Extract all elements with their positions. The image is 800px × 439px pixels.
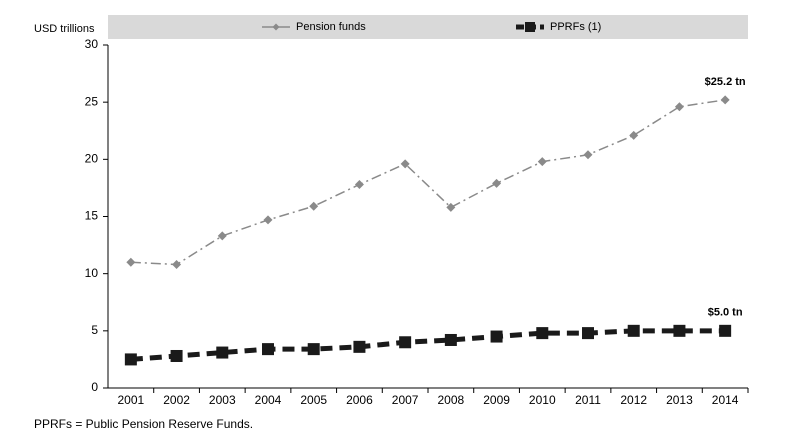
y-tick-label: 15: [85, 209, 99, 223]
data-point: [536, 327, 549, 340]
data-point: [400, 159, 410, 169]
data-point: [126, 257, 136, 267]
data-point: [490, 330, 503, 343]
data-point: [172, 260, 182, 270]
y-tick-label: 30: [85, 37, 99, 51]
x-tick-label: 2008: [438, 393, 465, 407]
legend-band: [108, 15, 748, 39]
series-line: [130, 99, 726, 266]
y-axis-label: USD trillions: [34, 23, 95, 35]
data-point: [217, 231, 227, 241]
footnote: PPRFs = Public Pension Reserve Funds.: [34, 417, 253, 431]
data-point: [263, 215, 273, 225]
x-tick-label: 2002: [163, 393, 190, 407]
x-tick-label: 2011: [575, 393, 601, 407]
x-tick-label: 2014: [712, 393, 739, 407]
data-point: [492, 178, 502, 188]
legend-label: PPRFs (1): [550, 21, 601, 33]
data-point: [354, 179, 364, 189]
data-point: [583, 150, 593, 160]
data-point: [124, 353, 137, 366]
data-point: [627, 324, 640, 337]
y-tick-label: 25: [85, 94, 99, 108]
legend-label: Pension funds: [296, 21, 366, 33]
data-point: [444, 333, 457, 346]
x-tick-label: 2007: [392, 393, 419, 407]
x-tick-label: 2006: [346, 393, 373, 407]
value-label: $25.2 tn: [705, 76, 746, 88]
y-tick-label: 10: [85, 266, 99, 280]
value-label: $5.0 tn: [708, 307, 743, 319]
x-tick-label: 2013: [666, 393, 693, 407]
x-tick-label: 2012: [620, 393, 647, 407]
x-tick-label: 2010: [529, 393, 556, 407]
series-line: [130, 328, 726, 362]
data-point: [446, 202, 456, 212]
legend-marker: [272, 23, 280, 31]
y-tick-label: 0: [91, 380, 98, 394]
data-point: [353, 340, 366, 353]
data-point: [399, 336, 412, 349]
data-point: [537, 157, 547, 167]
data-point: [309, 201, 319, 211]
x-tick-label: 2001: [118, 393, 145, 407]
x-tick-label: 2009: [483, 393, 510, 407]
x-tick-label: 2005: [300, 393, 327, 407]
data-point: [262, 343, 274, 356]
y-tick-label: 20: [85, 152, 99, 166]
data-point: [673, 324, 686, 337]
data-point: [674, 102, 684, 112]
data-point: [582, 327, 594, 340]
data-point: [170, 349, 183, 362]
data-point: [307, 343, 320, 356]
data-point: [719, 324, 732, 337]
x-tick-label: 2003: [209, 393, 236, 407]
legend-marker: [525, 22, 535, 32]
data-point: [629, 130, 639, 140]
data-point: [216, 346, 229, 359]
x-tick-label: 2004: [255, 393, 282, 407]
y-tick-label: 5: [91, 323, 98, 337]
data-point: [720, 95, 730, 105]
